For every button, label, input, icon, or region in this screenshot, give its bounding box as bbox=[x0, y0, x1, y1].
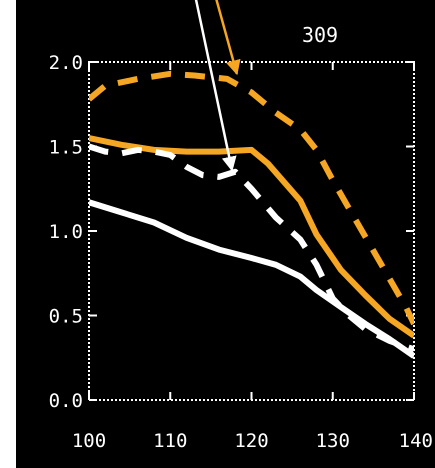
x-tick-label: 140 bbox=[399, 430, 433, 452]
series-layer bbox=[89, 70, 414, 359]
x-tick-label: 100 bbox=[72, 430, 106, 452]
annotation-arrow-2 bbox=[194, 0, 237, 172]
series-line-4-solid bbox=[89, 199, 414, 359]
y-tick-label: 1.0 bbox=[49, 221, 83, 243]
series-line-1-dashed bbox=[89, 70, 414, 326]
y-tick-label: 0.5 bbox=[49, 306, 83, 328]
series-line-3-dashed bbox=[89, 143, 414, 353]
x-tick-label: 130 bbox=[316, 430, 350, 452]
x-axis-ticks: 100 110 120 130 140 bbox=[72, 62, 433, 452]
y-axis-ticks: 0.0 0.5 1.0 1.5 2.0 bbox=[49, 52, 414, 412]
y-tick-label: 2.0 bbox=[49, 52, 83, 74]
x-tick-label: 110 bbox=[153, 430, 187, 452]
y-tick-label: 1.5 bbox=[49, 137, 83, 159]
y-tick-label: 0.0 bbox=[49, 390, 83, 412]
chart-title: 309 bbox=[302, 23, 338, 47]
annotation-arrow-1 bbox=[215, 0, 241, 76]
annotation-layer bbox=[194, 0, 241, 172]
series-line-2-solid bbox=[89, 135, 414, 339]
x-tick-label: 120 bbox=[234, 430, 268, 452]
